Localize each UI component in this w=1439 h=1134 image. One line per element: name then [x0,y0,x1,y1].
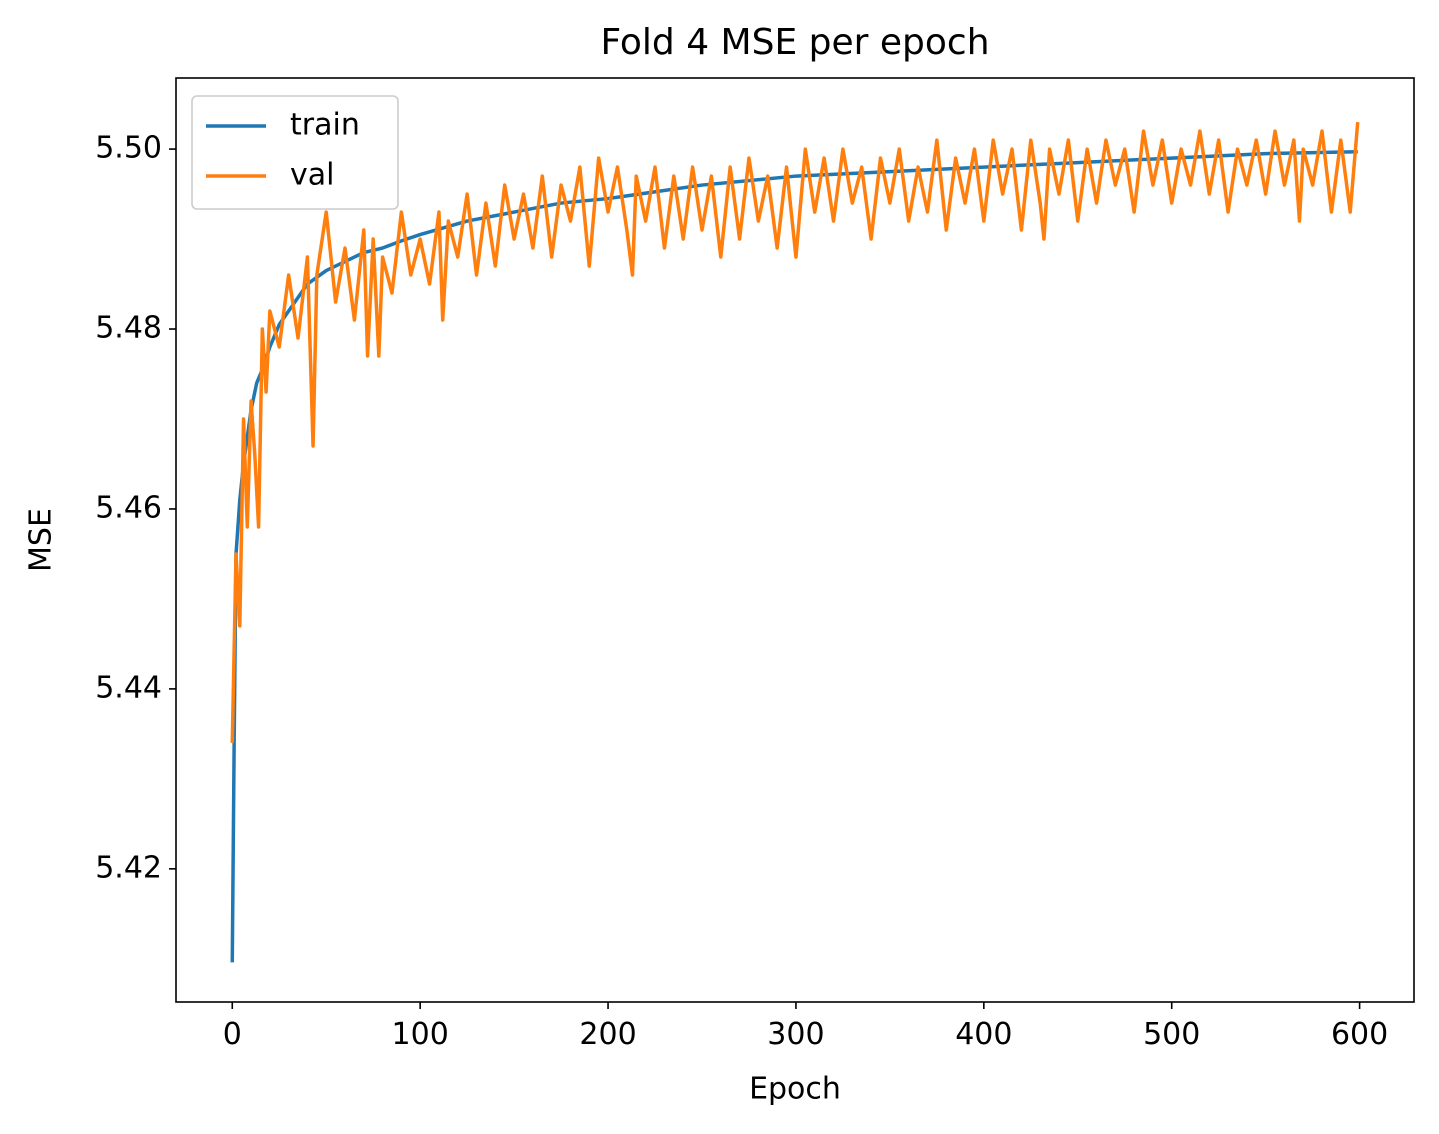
y-tick-label: 5.44 [95,670,162,705]
chart-title: Fold 4 MSE per epoch [600,22,989,63]
x-tick-label: 300 [767,1017,824,1052]
x-tick-label: 100 [392,1017,449,1052]
y-tick-label: 5.50 [95,131,162,166]
y-tick-label: 5.48 [95,311,162,346]
y-axis-label: MSE [24,508,59,572]
x-tick-label: 600 [1331,1017,1388,1052]
y-tick-label: 5.46 [95,490,162,525]
x-tick-label: 200 [579,1017,636,1052]
x-tick-label: 500 [1143,1017,1200,1052]
series-line [230,121,1360,743]
legend-label: train [290,108,360,143]
legend-label: val [290,158,334,193]
x-tick-label: 0 [223,1017,242,1052]
plot-frame [175,77,1415,1003]
y-tick-label: 5.42 [95,850,162,885]
x-tick-label: 400 [955,1017,1012,1052]
x-axis-label: Epoch [749,1072,841,1107]
